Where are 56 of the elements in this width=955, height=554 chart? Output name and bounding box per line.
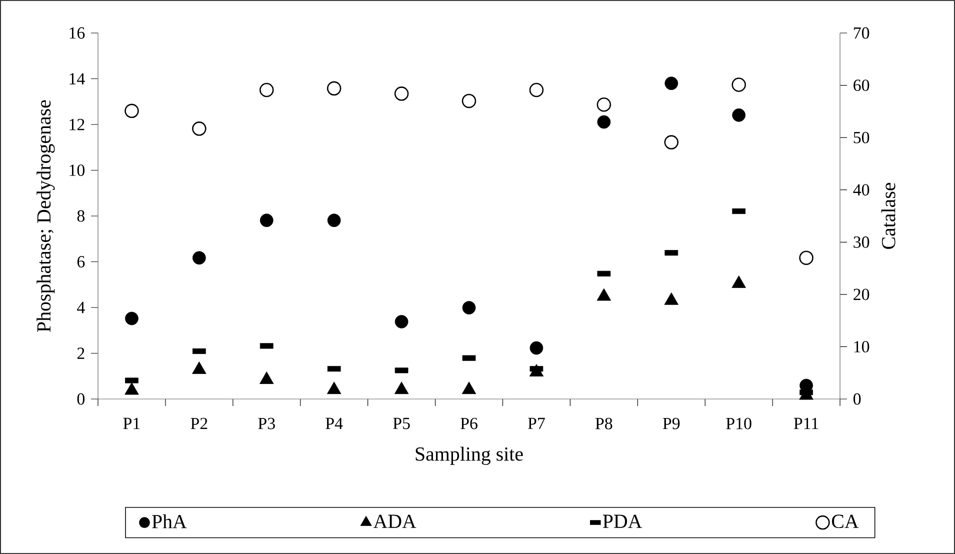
point <box>124 104 139 118</box>
x-axis-title: Sampling site <box>416 446 523 465</box>
point <box>260 214 274 228</box>
point <box>462 301 476 314</box>
point <box>394 315 408 328</box>
point <box>597 115 611 129</box>
y2-tick-label: 40 <box>853 184 870 196</box>
y-tick-label: 16 <box>70 27 85 39</box>
x-tick-label: P8 <box>595 418 612 430</box>
x-tick-label: P10 <box>726 418 752 430</box>
point <box>394 86 409 101</box>
legend-label: CA <box>832 514 859 528</box>
y2-tick-label: 50 <box>854 132 870 144</box>
x-tick-label: P7 <box>528 418 545 429</box>
y2-tick-label: 0 <box>853 393 861 405</box>
point <box>530 341 544 355</box>
y-tick-label: 0 <box>77 393 85 405</box>
point <box>462 94 476 108</box>
point <box>326 81 342 96</box>
point <box>260 82 274 98</box>
x-tick-label: P3 <box>258 418 275 430</box>
point <box>799 250 814 265</box>
y2-tick-label: 10 <box>854 340 870 352</box>
point <box>732 108 746 122</box>
legend-label: ADA <box>373 514 416 528</box>
x-tick-label: P2 <box>190 418 208 430</box>
y2-tick-label: 20 <box>854 288 870 300</box>
point <box>732 78 746 92</box>
y2-tick-label: 60 <box>854 80 870 92</box>
x-tick-label: P1 <box>123 418 140 430</box>
point <box>664 135 678 150</box>
point <box>192 251 206 265</box>
point <box>192 122 206 136</box>
x-tick-label: P4 <box>326 418 343 429</box>
x-tick-label: P9 <box>662 418 680 430</box>
y2-tick-label: 70 <box>854 27 870 39</box>
x-tick-label: P11 <box>794 418 818 430</box>
legend-label: PhA <box>152 514 187 528</box>
point <box>327 214 341 228</box>
y-tick-label: 4 <box>77 302 85 314</box>
point <box>596 98 612 112</box>
x-tick-label: P6 <box>460 418 478 430</box>
y2-tick-label: 30 <box>854 236 870 248</box>
y-tick-label: 8 <box>77 210 85 222</box>
point <box>125 312 138 326</box>
x-tick-label: P5 <box>393 418 410 430</box>
y2-axis-title: Catalase <box>881 182 896 249</box>
y-tick-label: 10 <box>70 164 85 176</box>
y-tick-label: 14 <box>70 73 85 84</box>
legend-label: PDA <box>602 514 642 528</box>
y-tick-label: 12 <box>70 118 84 130</box>
y-axis-title: Phosphatase; Dedydrogenase <box>36 100 55 332</box>
point <box>529 82 544 98</box>
y-tick-label: 6 <box>77 256 85 268</box>
y-tick-label: 2 <box>77 348 84 359</box>
point <box>664 76 678 90</box>
